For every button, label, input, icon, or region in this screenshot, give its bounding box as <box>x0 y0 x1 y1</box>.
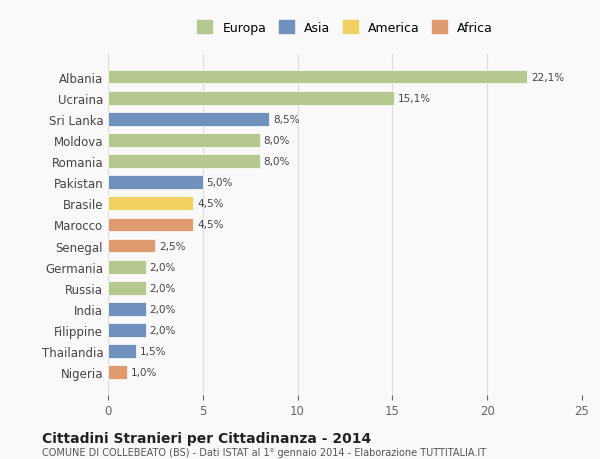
Text: 2,0%: 2,0% <box>150 283 176 293</box>
Bar <box>108 239 155 253</box>
Bar <box>108 197 193 211</box>
Text: Cittadini Stranieri per Cittadinanza - 2014: Cittadini Stranieri per Cittadinanza - 2… <box>42 431 371 445</box>
Bar <box>108 345 136 358</box>
Bar <box>108 218 193 232</box>
Bar <box>108 112 269 126</box>
Text: 8,0%: 8,0% <box>263 135 290 146</box>
Bar <box>108 176 203 190</box>
Text: 8,5%: 8,5% <box>273 115 299 124</box>
Bar <box>108 155 260 168</box>
Bar <box>108 324 146 337</box>
Bar <box>108 71 527 84</box>
Text: 1,5%: 1,5% <box>140 347 167 356</box>
Text: 4,5%: 4,5% <box>197 220 224 230</box>
Text: 15,1%: 15,1% <box>398 94 431 103</box>
Legend: Europa, Asia, America, Africa: Europa, Asia, America, Africa <box>194 17 496 38</box>
Bar <box>108 92 394 105</box>
Bar <box>108 134 260 147</box>
Text: 2,0%: 2,0% <box>150 262 176 272</box>
Text: 5,0%: 5,0% <box>206 178 233 188</box>
Text: 2,0%: 2,0% <box>150 304 176 314</box>
Text: 2,0%: 2,0% <box>150 325 176 335</box>
Text: 1,0%: 1,0% <box>131 368 157 377</box>
Bar <box>108 260 146 274</box>
Bar <box>108 366 127 379</box>
Text: 8,0%: 8,0% <box>263 157 290 167</box>
Bar <box>108 302 146 316</box>
Bar <box>108 281 146 295</box>
Text: 2,5%: 2,5% <box>159 241 185 251</box>
Text: 4,5%: 4,5% <box>197 199 224 209</box>
Text: 22,1%: 22,1% <box>531 73 564 82</box>
Text: COMUNE DI COLLEBEATO (BS) - Dati ISTAT al 1° gennaio 2014 - Elaborazione TUTTITA: COMUNE DI COLLEBEATO (BS) - Dati ISTAT a… <box>42 448 486 458</box>
